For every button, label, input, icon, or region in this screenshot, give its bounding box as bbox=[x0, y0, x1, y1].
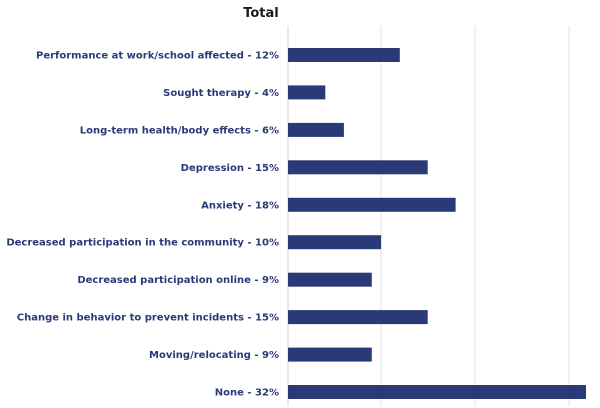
bar bbox=[288, 160, 428, 175]
bar bbox=[288, 310, 428, 325]
category-label: Decreased participation in the community… bbox=[6, 238, 279, 249]
category-label: Anxiety - 18% bbox=[201, 200, 279, 211]
category-label: Moving/relocating - 9% bbox=[149, 350, 279, 361]
category-label: Depression - 15% bbox=[181, 163, 279, 174]
bar bbox=[288, 197, 456, 212]
bar bbox=[288, 48, 400, 62]
bar bbox=[288, 272, 372, 287]
chart-title: Total bbox=[243, 6, 279, 21]
category-label: Sought therapy - 4% bbox=[163, 88, 279, 99]
grid-lines bbox=[287, 26, 570, 406]
bar bbox=[288, 235, 382, 250]
category-label: Decreased participation online - 9% bbox=[77, 275, 279, 286]
bar bbox=[288, 122, 344, 137]
category-label: Change in behavior to prevent incidents … bbox=[17, 313, 279, 324]
bars bbox=[288, 48, 586, 399]
category-label: Long-term health/body effects - 6% bbox=[80, 125, 279, 136]
bar bbox=[288, 347, 372, 362]
category-label: Performance at work/school affected - 12… bbox=[36, 51, 279, 62]
category-labels: Performance at work/school affected - 12… bbox=[6, 51, 279, 399]
bar bbox=[288, 385, 586, 399]
bar bbox=[288, 85, 326, 100]
category-label: None - 32% bbox=[215, 388, 279, 399]
